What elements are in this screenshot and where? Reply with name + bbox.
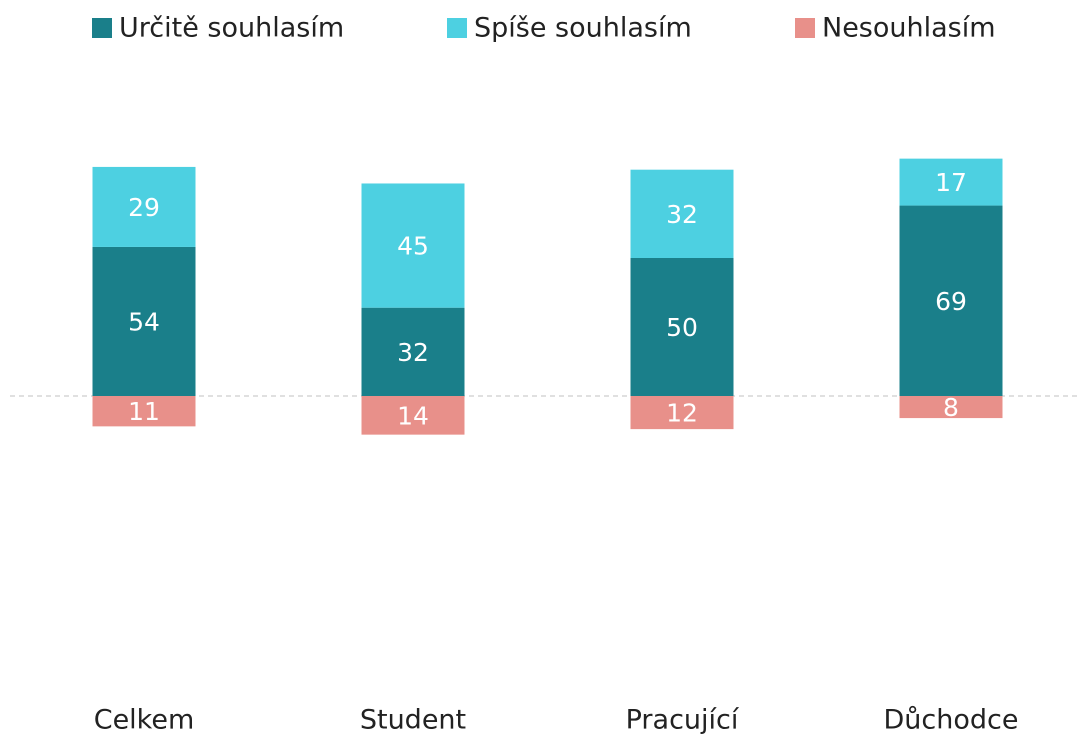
legend-swatch [447, 18, 467, 38]
bar-segment [899, 396, 1003, 419]
data-label: 69 [935, 287, 967, 316]
legend-label: Nesouhlasím [822, 13, 996, 44]
legend-label: Určitě souhlasím [119, 13, 344, 44]
x-tick-label: Pracující [626, 705, 740, 736]
data-label: 11 [128, 397, 160, 426]
bar-segment [630, 169, 734, 258]
x-tick-label: Celkem [94, 705, 195, 736]
data-label: 54 [128, 307, 160, 336]
bar-segment [92, 246, 196, 396]
data-label: 17 [935, 168, 967, 197]
legend-label: Spíše souhlasím [474, 13, 692, 44]
data-label: 45 [397, 232, 429, 261]
bar-segment [361, 183, 465, 308]
bar-segment [899, 205, 1003, 396]
bar-segment [630, 258, 734, 396]
bar-segment [630, 396, 734, 430]
bar-segment [92, 396, 196, 427]
bar-segment [899, 158, 1003, 206]
data-label: 12 [666, 399, 698, 428]
data-label: 29 [128, 193, 160, 222]
data-label: 14 [397, 401, 429, 430]
bar-segment [92, 166, 196, 247]
legend-swatch [795, 18, 815, 38]
data-label: 32 [397, 338, 429, 367]
data-label: 32 [666, 200, 698, 229]
x-tick-label: Důchodce [884, 705, 1019, 736]
data-label: 50 [666, 313, 698, 342]
bar-segment [361, 396, 465, 435]
data-label: 8 [943, 393, 959, 422]
x-tick-label: Student [360, 705, 466, 736]
legend-swatch [92, 18, 112, 38]
bar-segment [361, 307, 465, 396]
